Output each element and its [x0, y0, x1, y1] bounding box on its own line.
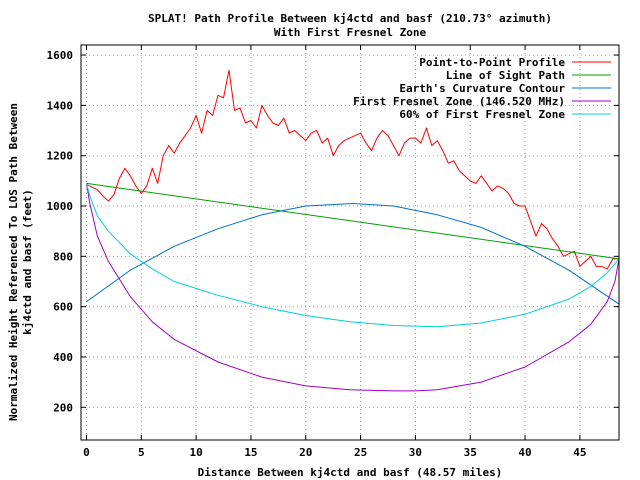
x-tick-label: 25 [354, 446, 367, 459]
x-tick-label: 15 [244, 446, 257, 459]
series-earth-s-curvature-contour-line [86, 203, 620, 305]
legend-label: First Fresnel Zone (146.520 MHz) [353, 95, 565, 108]
x-tick-label: 30 [409, 446, 422, 459]
legend-label: Point-to-Point Profile [419, 56, 565, 69]
y-axis-ticks: 200 400 600 800 1000 1200 1400 1600 [47, 49, 619, 414]
y-tick-label: 1000 [47, 200, 74, 213]
x-axis-label: Distance Between kj4ctd and basf (48.57 … [198, 466, 503, 479]
y-tick-label: 1600 [47, 49, 74, 62]
legend-label: Earth's Curvature Contour [399, 82, 565, 95]
chart-subtitle: With First Fresnel Zone [274, 26, 427, 39]
grid-lines [81, 45, 619, 440]
legend-label: 60% of First Fresnel Zone [399, 108, 565, 121]
x-tick-label: 45 [573, 446, 586, 459]
plot-frame [80, 44, 620, 441]
y-tick-label: 400 [53, 351, 73, 364]
series-point-to-point-profile-line [86, 69, 619, 270]
y-tick-label: 1400 [47, 99, 74, 112]
y-tick-label: 800 [53, 250, 73, 263]
series-line-of-sight-path-line [86, 182, 620, 260]
chart-title: SPLAT! Path Profile Between kj4ctd and b… [148, 12, 552, 25]
x-tick-label: 35 [464, 446, 477, 459]
x-tick-label: 10 [189, 446, 202, 459]
legend-label: Line of Sight Path [446, 69, 565, 82]
y-axis-label-line-1: Normalized Height Referenced To LOS Path… [7, 103, 20, 421]
x-tick-label: 20 [299, 446, 312, 459]
x-tick-label: 0 [83, 446, 90, 459]
y-tick-label: 1200 [47, 150, 74, 163]
y-tick-label: 200 [53, 401, 73, 414]
x-tick-label: 40 [518, 446, 531, 459]
y-axis-label-line-2: kj4ctd and basf (feet) [21, 189, 34, 335]
x-tick-label: 5 [138, 446, 145, 459]
y-tick-label: 600 [53, 301, 73, 314]
series-lines [86, 69, 620, 392]
series-60-of-first-fresnel-zone-line [86, 183, 620, 328]
x-axis-ticks: 0 5 10 15 20 25 30 35 40 45 [83, 45, 586, 459]
series-first-fresnel-zone-146-520-mhz-line [86, 183, 620, 392]
